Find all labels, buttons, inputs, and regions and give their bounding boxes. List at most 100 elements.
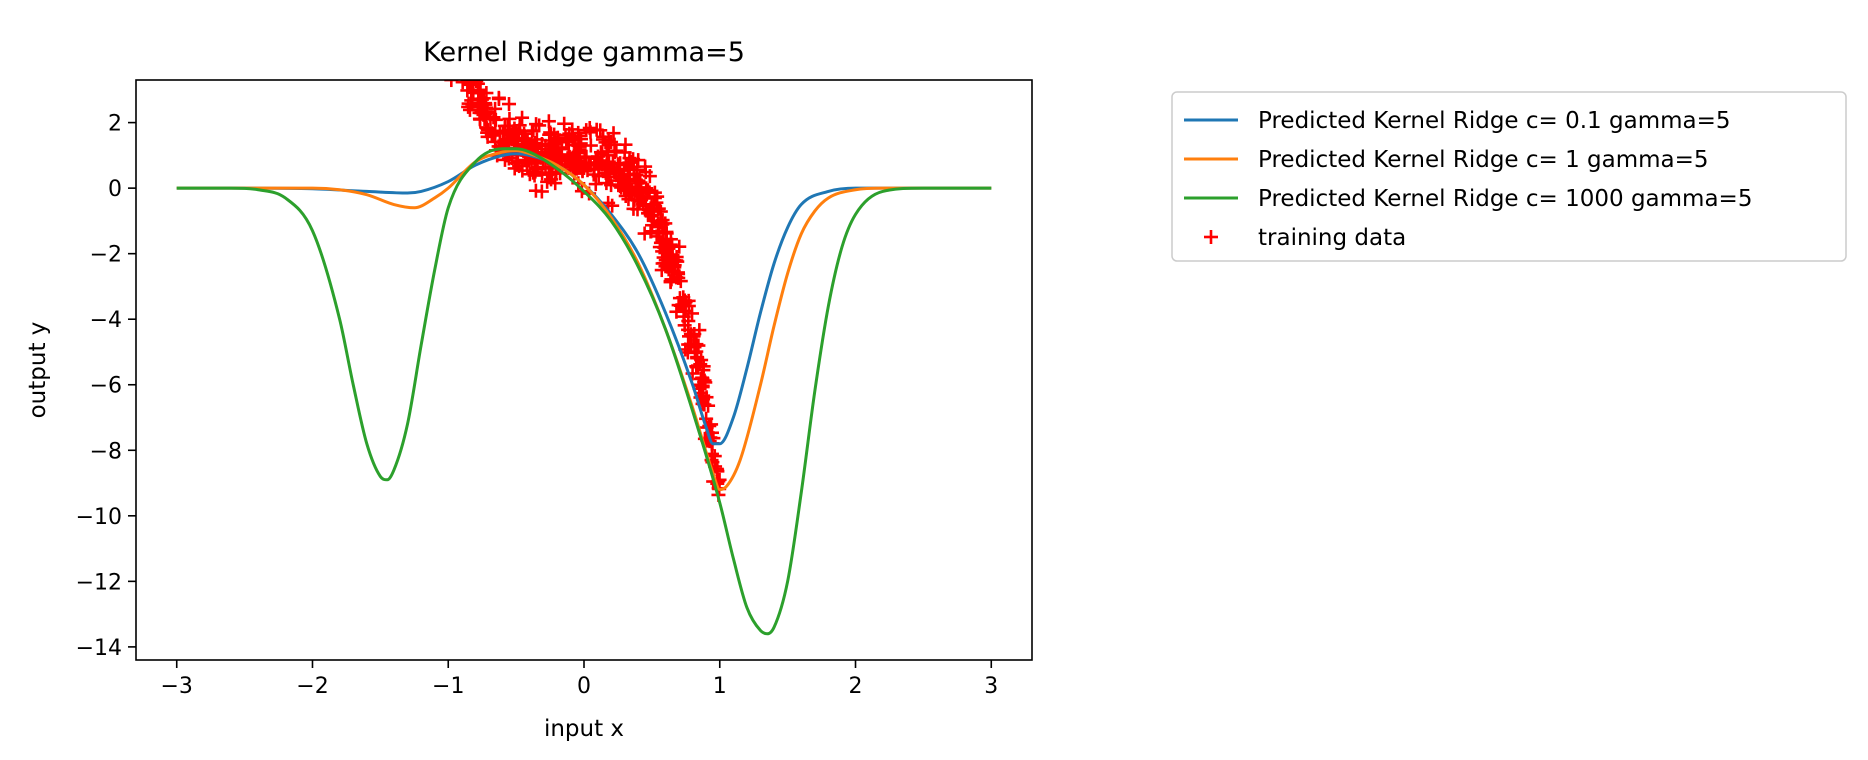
training-data-point	[638, 159, 653, 174]
training-data-point	[445, 14, 459, 28]
legend-label: Predicted Kernel Ridge c= 1 gamma=5	[1258, 147, 1709, 173]
training-data-point	[442, 0, 456, 13]
training-data-point	[460, 80, 464, 84]
x-tick-label: 0	[577, 674, 591, 699]
x-tick-label: 1	[713, 674, 727, 699]
legend-entry: Predicted Kernel Ridge c= 0.1 gamma=5	[1184, 108, 1731, 134]
training-data-point	[547, 143, 562, 158]
training-data-point	[609, 143, 624, 158]
training-data-point	[491, 90, 506, 105]
training-data-point	[682, 337, 697, 352]
training-data-point	[659, 226, 674, 241]
y-axis-ticks: 2 0 −2 −4 −6 −8 −10 −12 −14	[76, 112, 136, 661]
training-data-point	[462, 102, 477, 117]
legend-label: training data	[1258, 225, 1406, 251]
training-data-point	[476, 80, 480, 86]
training-data-point	[507, 121, 522, 136]
training-data-point	[618, 189, 633, 204]
training-data-point	[633, 175, 648, 190]
training-data-point	[510, 154, 525, 169]
y-tick-label: −14	[76, 636, 122, 661]
series-line-2	[176, 148, 992, 492]
x-tick-label: −1	[432, 674, 464, 699]
training-data-point	[617, 145, 632, 160]
training-data-point	[528, 183, 543, 198]
training-data-point	[583, 125, 598, 140]
training-data-point	[540, 174, 555, 189]
training-data-point	[643, 204, 658, 219]
y-axis-label: output y	[25, 322, 51, 419]
training-data-point	[561, 147, 576, 162]
scatter-layer	[442, 0, 727, 502]
training-data-point	[690, 358, 705, 373]
training-data-point	[525, 124, 540, 139]
training-data-point	[442, 0, 456, 11]
y-tick-label: −10	[76, 505, 122, 530]
y-tick-label: 0	[108, 177, 122, 202]
training-data-point	[664, 272, 679, 287]
training-data-point	[617, 163, 632, 178]
training-data-point	[693, 357, 708, 372]
legend-frame	[1171, 91, 1847, 262]
legend-entry: Predicted Kernel Ridge c= 1 gamma=5	[1184, 147, 1709, 173]
training-data-point	[505, 132, 520, 147]
training-data-point	[443, 21, 457, 35]
training-data-point	[680, 345, 695, 360]
training-data-point	[476, 107, 491, 122]
legend-entry: Predicted Kernel Ridge c= 1000 gamma=5	[1184, 186, 1752, 212]
training-data-point	[480, 121, 495, 136]
training-data-point	[630, 202, 645, 217]
training-data-point	[657, 240, 672, 255]
training-data-point	[658, 216, 673, 231]
legend: Predicted Kernel Ridge c= 0.1 gamma=5 Pre…	[1171, 91, 1847, 262]
training-data-point	[461, 99, 476, 114]
training-data-point	[649, 195, 664, 210]
training-data-point	[497, 118, 512, 133]
x-tick-label: 3	[984, 674, 998, 699]
training-data-point	[685, 306, 700, 321]
training-data-point	[479, 80, 482, 85]
training-data-point	[624, 182, 639, 197]
training-data-point	[542, 167, 557, 182]
x-axis-ticks: −3 −2 −1 0 1 2 3	[161, 660, 998, 699]
training-data-point	[471, 80, 475, 86]
series-line-1	[176, 152, 992, 446]
x-tick-label: −3	[161, 674, 193, 699]
training-data-point	[601, 137, 616, 152]
training-data-point	[645, 218, 660, 233]
training-data-point	[606, 126, 621, 141]
training-data-point	[622, 172, 637, 187]
x-axis-label: input x	[544, 716, 624, 742]
lines-layer	[176, 147, 992, 636]
training-data-point	[609, 164, 624, 179]
y-tick-label: −12	[76, 570, 122, 595]
training-data-point	[479, 80, 483, 81]
legend-label: Predicted Kernel Ridge c= 0.1 gamma=5	[1258, 108, 1731, 134]
training-data-point	[654, 263, 669, 278]
training-data-point	[693, 371, 708, 386]
training-data-point	[442, 13, 456, 27]
training-data-point	[474, 92, 489, 107]
training-data-point	[629, 168, 644, 183]
training-data-point	[491, 139, 506, 154]
training-data-point	[574, 132, 589, 147]
training-data-point	[661, 248, 676, 263]
y-tick-label: −4	[90, 308, 122, 333]
training-data-point	[446, 13, 460, 27]
training-data-point	[474, 105, 489, 120]
y-tick-label: 2	[108, 112, 122, 137]
training-data-point	[486, 128, 501, 143]
series-line-3	[176, 147, 992, 636]
y-tick-label: −6	[90, 374, 122, 399]
training-data-point	[515, 110, 530, 125]
training-data-point	[443, 21, 457, 35]
training-data-point	[636, 189, 651, 204]
training-data-point	[502, 97, 517, 112]
training-data-point	[589, 122, 604, 137]
training-data-point	[443, 23, 457, 37]
legend-swatch	[1204, 230, 1218, 244]
training-data-point	[681, 298, 696, 313]
plot-area: −3 −2 −1 0 1 2 3 20−2−4−6−8−10−12−14	[76, 0, 1033, 699]
training-data-point	[532, 118, 547, 133]
